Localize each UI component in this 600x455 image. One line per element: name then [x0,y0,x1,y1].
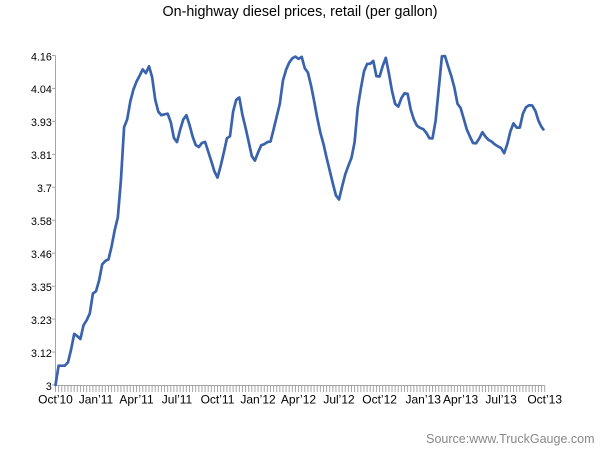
svg-text:4.04: 4.04 [31,84,52,96]
svg-text:Oct’12: Oct’12 [362,393,397,407]
svg-text:Oct’10: Oct’10 [38,393,73,407]
svg-text:4.16: 4.16 [31,51,52,63]
svg-text:Jul’13: Jul’13 [485,393,517,407]
svg-text:Jan’11: Jan’11 [79,393,114,407]
svg-text:3.46: 3.46 [31,249,52,261]
svg-text:Source:www.TruckGauge.com: Source:www.TruckGauge.com [426,432,594,446]
svg-text:3.7: 3.7 [37,183,52,195]
svg-text:Jan’13: Jan’13 [406,393,442,407]
svg-text:Apr’13: Apr’13 [443,393,478,407]
svg-text:3.58: 3.58 [31,216,52,228]
svg-text:3.93: 3.93 [31,117,52,129]
svg-text:Jul’11: Jul’11 [162,393,193,407]
svg-text:3.81: 3.81 [31,150,52,162]
svg-text:Oct’11: Oct’11 [201,393,235,407]
svg-text:3: 3 [46,381,52,393]
svg-text:3.35: 3.35 [31,282,52,294]
svg-text:Oct’13: Oct’13 [527,393,562,407]
svg-text:Apr’12: Apr’12 [281,393,316,407]
svg-text:Jul’12: Jul’12 [323,393,355,407]
svg-text:On-highway diesel prices, reta: On-highway diesel prices, retail (per ga… [163,4,438,20]
svg-text:3.12: 3.12 [31,348,52,360]
svg-text:Apr’11: Apr’11 [119,393,154,407]
svg-text:3.23: 3.23 [31,315,52,327]
svg-text:Jan’12: Jan’12 [240,393,276,407]
